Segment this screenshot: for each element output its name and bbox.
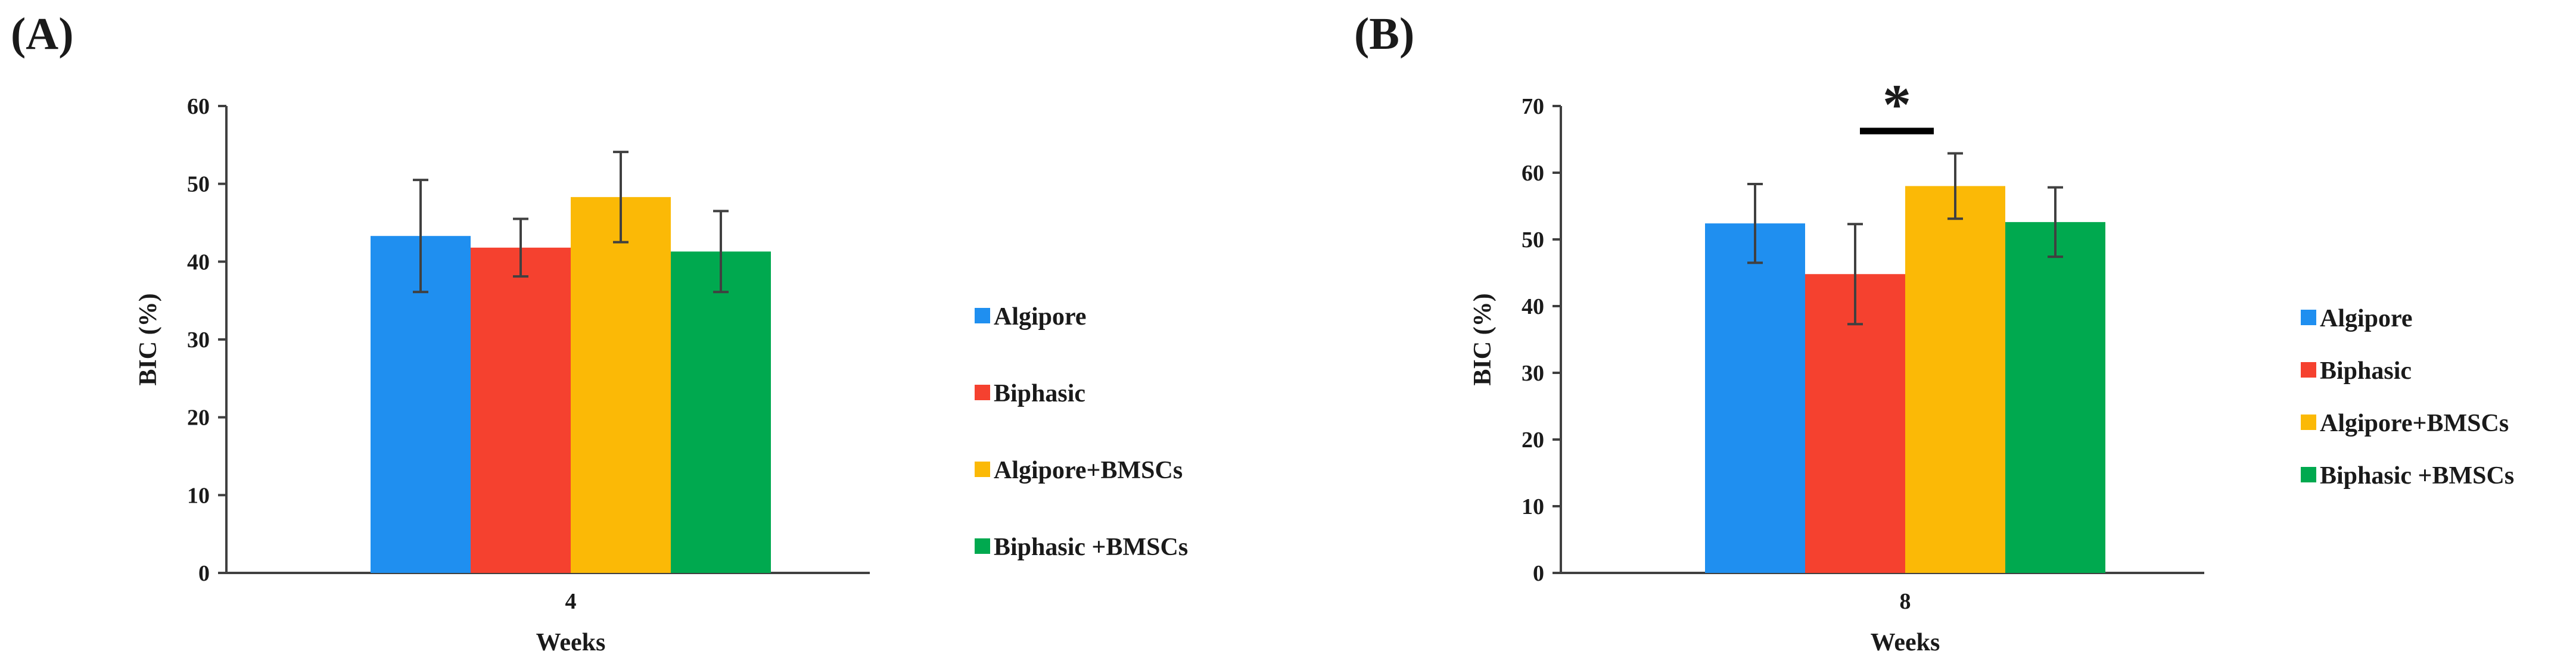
error-bar — [1747, 183, 1763, 264]
bar-biphasic-bmscs — [671, 251, 771, 573]
panel-label: (A) — [11, 9, 74, 59]
error-bar — [1847, 223, 1863, 326]
legend-swatch — [2301, 310, 2316, 325]
legend-swatch — [2301, 467, 2316, 482]
y-tick-label: 60 — [1522, 161, 1544, 186]
y-tick-label: 60 — [187, 94, 210, 119]
y-tick-label: 10 — [187, 483, 210, 508]
error-bar — [613, 151, 629, 244]
legend-label: Algipore — [2320, 305, 2413, 332]
legend-swatch — [975, 538, 990, 554]
legend-label: Algipore+BMSCs — [2320, 410, 2509, 437]
y-tick-label: 0 — [198, 561, 210, 586]
x-tick-label: 8 — [1900, 589, 1911, 614]
error-bar — [413, 179, 428, 294]
legend-label: Biphasic +BMSCs — [2320, 462, 2514, 490]
chart-panel-0: (A) 0 10 20 30 40 50 60 BIC (%) 4 Weeks Algipore Bip… — [11, 9, 1188, 656]
legend-swatch — [975, 462, 990, 477]
legend-swatch — [975, 385, 990, 400]
error-bar — [2048, 186, 2063, 258]
y-axis-title: BIC (%) — [1469, 293, 1497, 385]
error-bar — [1947, 152, 1963, 220]
y-tick-label: 30 — [1522, 361, 1544, 386]
y-tick-label: 20 — [187, 406, 210, 431]
y-tick-label: 70 — [1522, 94, 1544, 119]
panel-label: (B) — [1354, 9, 1414, 59]
y-tick-label: 50 — [187, 172, 210, 197]
legend-label: Algipore+BMSCs — [994, 457, 1183, 484]
legend: Algipore Biphasic Algipore+BMSCs Biphasic +… — [2301, 305, 2514, 490]
legend-swatch — [975, 308, 990, 323]
y-tick-label: 10 — [1522, 494, 1544, 519]
bar-biphasic-bmscs — [2005, 222, 2105, 573]
x-tick-label: 4 — [565, 589, 577, 614]
legend-label: Biphasic — [994, 380, 1085, 407]
x-axis-title: Weeks — [536, 629, 606, 656]
bar-algipore-bmscs — [1905, 186, 2005, 573]
error-bar — [713, 210, 729, 294]
x-axis-title: Weeks — [1871, 629, 1940, 656]
legend-label: Biphasic +BMSCs — [994, 534, 1188, 561]
legend-swatch — [2301, 362, 2316, 378]
y-axis-title: BIC (%) — [135, 293, 162, 385]
legend: Algipore Biphasic Algipore+BMSCs Biphasic +… — [975, 303, 1188, 561]
y-tick-label: 0 — [1533, 561, 1544, 586]
legend-label: Biphasic — [2320, 357, 2412, 385]
bar-algipore-bmscs — [571, 197, 671, 573]
legend-label: Algipore — [994, 303, 1087, 331]
error-bar — [513, 217, 528, 278]
y-tick-label: 50 — [1522, 228, 1544, 253]
y-tick-label: 40 — [187, 250, 210, 275]
legend-swatch — [2301, 415, 2316, 430]
y-tick-label: 40 — [1522, 294, 1544, 319]
bar-algipore — [1705, 223, 1805, 573]
y-tick-label: 20 — [1522, 428, 1544, 453]
significance-star: * — [1883, 73, 1911, 136]
chart-panel-1: (B) 0 10 20 30 40 50 60 70 BIC (%) 8 Weeks * Algipore… — [1354, 9, 2514, 656]
y-tick-label: 30 — [187, 328, 210, 353]
bar-biphasic — [471, 247, 571, 573]
